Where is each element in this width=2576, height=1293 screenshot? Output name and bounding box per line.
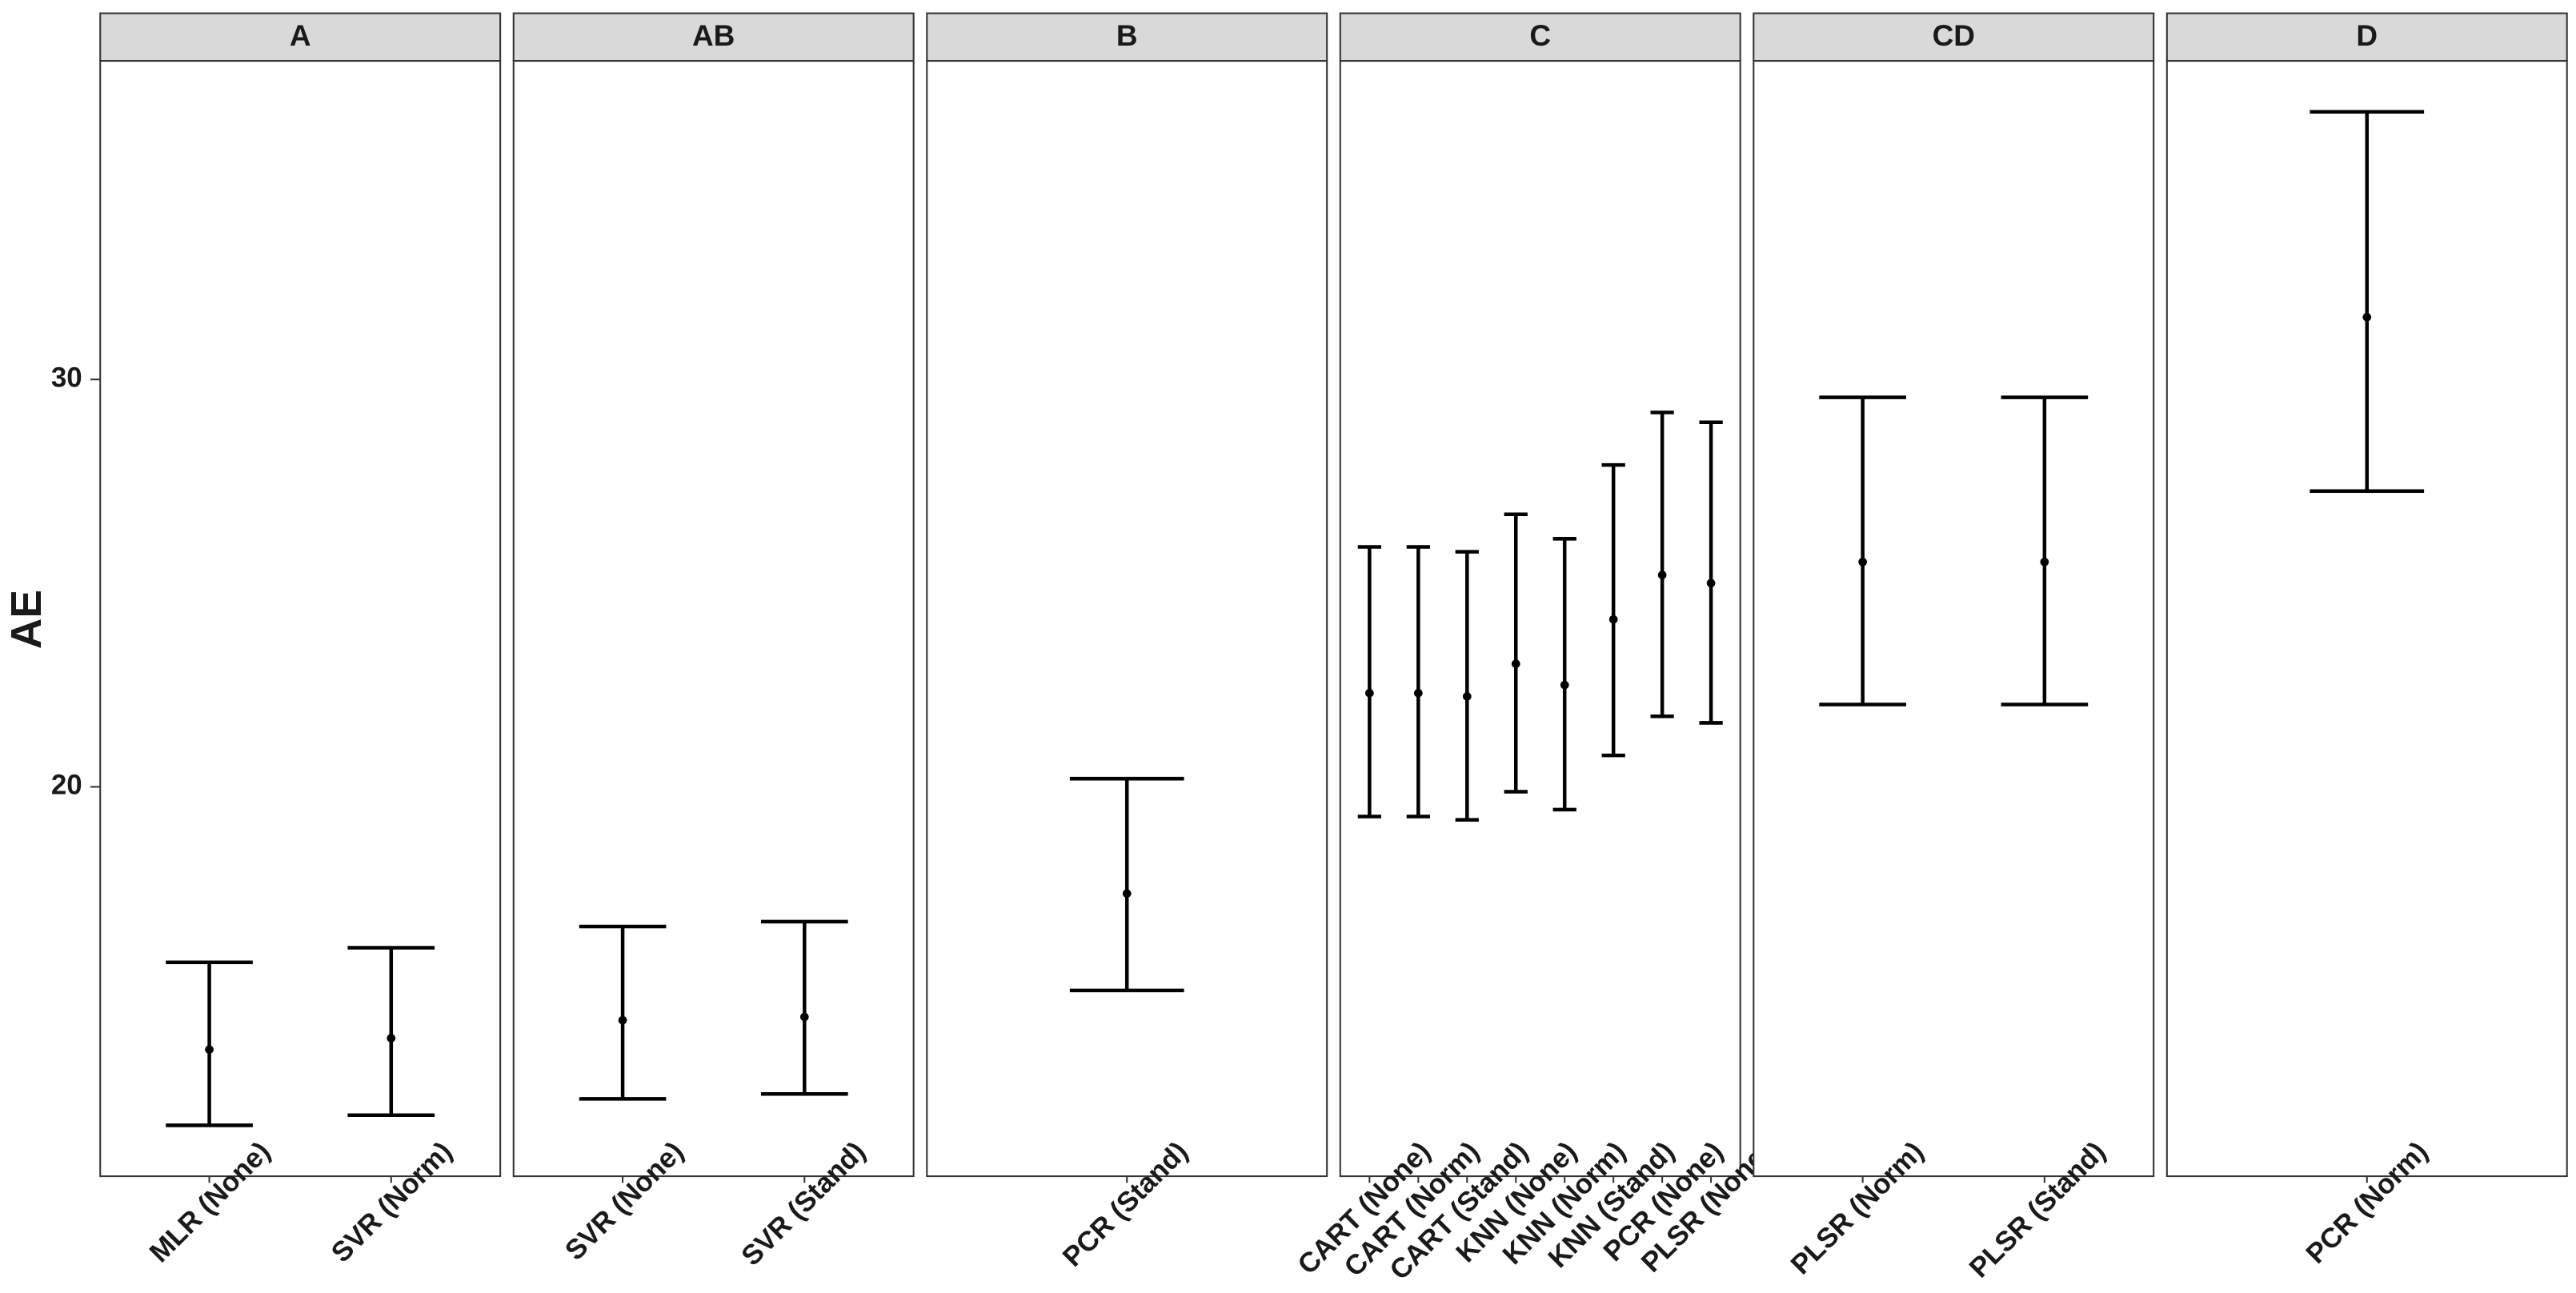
mean-point (1511, 659, 1520, 668)
panel-title: C (1529, 19, 1551, 52)
mean-point (1462, 692, 1472, 701)
error-bar (1601, 462, 1625, 758)
error-bar (2001, 395, 2089, 707)
strip (512, 12, 915, 62)
mean-point (2040, 557, 2049, 566)
mean-point (1657, 570, 1667, 579)
panel (99, 60, 502, 1178)
mean-point (1706, 578, 1716, 588)
error-bar (347, 946, 435, 1117)
panel (512, 60, 915, 1178)
mean-point (387, 1034, 396, 1043)
panel (1339, 60, 1741, 1178)
mean-point (1365, 688, 1374, 698)
mean-point (1413, 688, 1423, 698)
mean-point (1608, 614, 1618, 624)
error-bar (1699, 420, 1723, 725)
strip (1753, 12, 2155, 62)
mean-point (618, 1015, 627, 1025)
error-bar (1357, 545, 1381, 819)
error-bar (166, 960, 253, 1127)
strip (1339, 12, 1741, 62)
error-bar (1819, 395, 1906, 707)
error-bar (1069, 776, 1184, 993)
panel-title: A (290, 19, 311, 52)
mean-point (2362, 313, 2372, 322)
panel-title: CD (1933, 19, 1975, 52)
mean-point (1560, 680, 1569, 690)
error-bar (1504, 512, 1528, 794)
panel (926, 60, 1328, 1178)
error-bar (1650, 410, 1674, 719)
strip (99, 12, 502, 62)
y-axis-label: AE (3, 590, 50, 649)
mean-point (799, 1012, 809, 1022)
panel (1753, 60, 2155, 1178)
panel-title: B (1116, 19, 1138, 52)
y-tick-label: 30 (51, 362, 82, 393)
mean-point (1858, 557, 1867, 566)
panel-title: D (2356, 19, 2378, 52)
mean-point (205, 1045, 214, 1055)
panel-title: AB (692, 19, 735, 52)
mean-point (1122, 889, 1132, 899)
error-bar (1455, 550, 1479, 822)
strip (926, 12, 1328, 62)
error-bar (579, 924, 667, 1101)
error-bar (1406, 545, 1430, 819)
y-tick-label: 20 (51, 770, 82, 801)
error-bar (1552, 537, 1576, 812)
strip (2165, 12, 2568, 62)
error-bar (760, 919, 848, 1096)
error-bar (2310, 110, 2425, 494)
